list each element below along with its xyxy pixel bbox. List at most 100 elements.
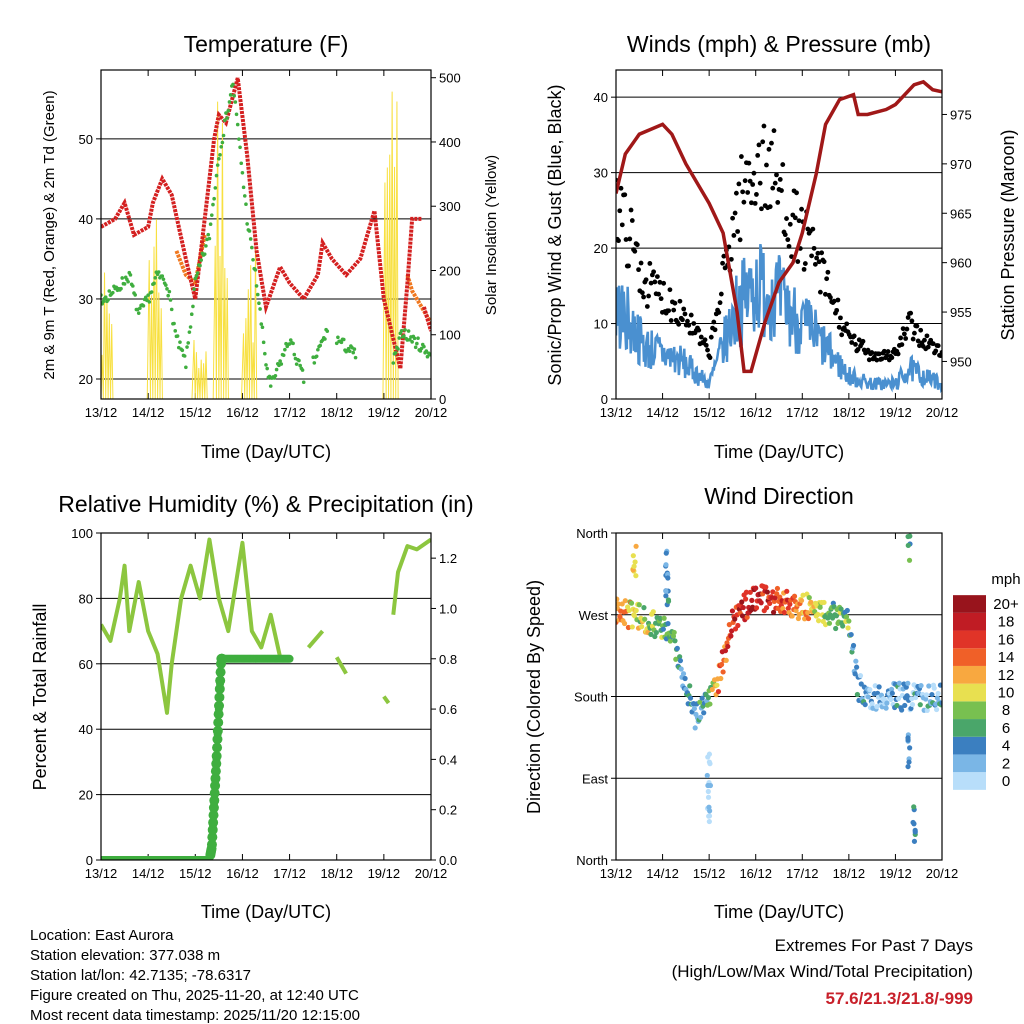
y-right-tick-label: 1.2 [439,551,457,566]
dewpoint-point [146,293,150,297]
gust-point [634,242,640,248]
gust-point [879,356,885,362]
wind-direction-point [910,819,916,826]
y-right-tick-label: 200 [439,263,461,278]
gust-point [685,318,690,324]
gust-point [855,347,861,352]
wind-direction-point [924,707,930,713]
dewpoint-point [160,274,165,278]
gust-point [835,297,841,303]
gust-point [930,341,936,347]
wind-direction-point [729,608,736,614]
gust-point [918,327,924,333]
gust-point [766,146,772,152]
wind-direction-point [785,605,791,611]
wind-direction-point [740,604,746,611]
precip-point [212,742,223,753]
wind-direction-point [663,588,669,594]
gust-point [746,160,752,166]
wind-direction-point [874,690,881,696]
wind-direction-point [869,701,875,707]
dewpoint-point [412,336,417,341]
y-tick-label: 40 [79,722,93,737]
plot-frame [615,532,943,861]
legend-swatch [953,595,986,613]
gust-point [698,334,704,340]
y-right-tick-label: 0.4 [439,752,457,767]
gust-point [885,349,891,354]
dewpoint-point [294,362,299,366]
dewpoint-point [206,232,211,237]
wind-direction-point [844,607,850,614]
gust-point [682,311,688,317]
dewpoint-point [351,350,356,355]
wind-direction-point [888,686,895,692]
dewpoint-point [353,355,358,360]
gust-point [767,204,773,210]
gust-point [644,304,650,309]
gust-point [754,192,759,197]
wind-direction-point [619,601,625,607]
dewpoint-point [244,202,248,207]
gust-point [824,276,830,282]
x-tick-label: 17/12 [273,405,306,420]
temperature-title: Temperature (F) [184,31,349,57]
rh-line [306,629,325,649]
legend-label: 4 [1002,738,1010,755]
gust-point [617,208,623,214]
wind-direction-point [747,589,753,595]
wind-direction-point [698,714,704,720]
wind-direction-point [933,706,940,713]
legend-swatch [953,701,986,720]
gust-point [760,139,766,145]
wind-direction-point [678,666,684,672]
gust-point [761,123,767,129]
gust-point [784,216,789,221]
precip-point [207,832,218,843]
wind-direction-point [795,615,802,622]
dewpoint-point [314,354,319,359]
dewpoint-point [242,194,247,198]
wind-direction-point [896,680,902,686]
wind-direction-point [630,553,636,559]
dewpoint-point [410,340,414,344]
gust-point [676,321,682,327]
dewpoint-point [347,349,352,354]
gust-point [910,336,916,342]
gust-point [853,341,858,347]
wind-direction-point [911,838,918,844]
gust-point [815,250,821,256]
dewpoint-point [245,222,249,226]
wind-direction-point [722,648,729,654]
wind-direction-point [867,687,873,693]
gust-point [737,237,743,243]
wind-direction-point [805,609,811,616]
x-tick-label: 17/12 [786,866,819,881]
gust-point [716,310,722,315]
gust-point [901,331,907,337]
x-tick-label: 20/12 [926,866,959,881]
x-tick-label: 16/12 [739,405,772,420]
wind-direction-point [632,613,638,619]
y-tick-label: 50 [79,132,93,147]
wind-direction-point [902,702,908,709]
rh-line [101,537,290,715]
dewpoint-point [178,340,182,344]
wind-direction-point [687,683,693,689]
gust-point [787,221,793,227]
dewpoint-point [416,336,420,341]
wind-direction-point [621,620,628,627]
location-text: Location: East Aurora [30,927,174,944]
dewpoint-point [120,276,125,280]
rh-ylabel: Percent & Total Rainfall [30,604,50,791]
x-tick-label: 14/12 [646,866,679,881]
dewpoint-point [141,304,146,308]
gust-point [708,334,714,340]
y-right-tick-label: 950 [950,354,972,369]
wind-direction-point [805,615,812,622]
gust-point [769,140,774,146]
temperature-plot [101,77,431,399]
legend-label: 18 [998,614,1015,631]
dewpoint-point [188,325,193,329]
x-tick-label: 19/12 [368,866,401,881]
